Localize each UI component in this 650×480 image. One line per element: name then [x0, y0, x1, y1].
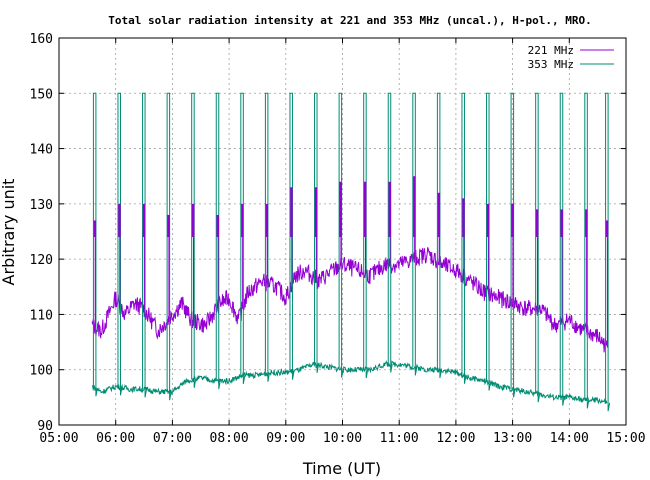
x-tick-label: 09:00 — [266, 431, 305, 446]
calibration-spike — [605, 92, 611, 412]
calibration-spike — [363, 92, 369, 379]
spike-353 — [461, 92, 467, 384]
spike-221-band — [388, 181, 391, 238]
calibration-spike — [559, 92, 565, 406]
calibration-spike — [142, 92, 148, 398]
spike-353 — [314, 92, 320, 373]
spike-353 — [289, 92, 295, 380]
legend-label-353: 353 MHz — [528, 58, 574, 71]
legend-label-221: 221 MHz — [528, 44, 574, 57]
y-tick-label: 150 — [30, 87, 53, 102]
chart-title: Total solar radiation intensity at 221 a… — [108, 14, 591, 27]
calibration-spike — [535, 92, 541, 403]
spike-221-band — [363, 181, 367, 238]
y-tick-label: 110 — [30, 308, 53, 323]
spike-221-band — [290, 187, 293, 238]
spike-353 — [92, 92, 98, 397]
tick-layer: 05:00 06:00 07:00 08:00 09:00 10:00 11:00 12:00… — [30, 32, 646, 446]
calibration-spike — [166, 92, 172, 401]
spike-221-band — [93, 220, 97, 238]
calibration-spike — [436, 92, 442, 379]
spike-221-band — [241, 203, 244, 238]
spike-221-band — [413, 176, 416, 238]
spike-221-band — [511, 203, 514, 238]
series-layer — [91, 92, 611, 412]
x-tick-label: 05:00 — [39, 431, 78, 446]
calibration-spike — [387, 92, 393, 373]
calibration-spike — [191, 92, 197, 388]
calibration-spike — [240, 92, 246, 384]
y-axis-label: Arbitrary unit — [0, 179, 18, 286]
spike-221-band — [605, 220, 609, 238]
x-tick-label: 14:00 — [550, 431, 589, 446]
x-tick-label: 10:00 — [323, 431, 362, 446]
y-tick-label: 140 — [30, 143, 53, 158]
spike-353 — [605, 92, 611, 412]
spike-221-band — [437, 192, 441, 238]
spike-353 — [142, 92, 148, 398]
x-tick-label: 08:00 — [210, 431, 249, 446]
spike-221-band — [585, 209, 588, 238]
calibration-spike — [264, 92, 270, 382]
x-tick-label: 07:00 — [153, 431, 192, 446]
spike-221-band — [142, 203, 146, 238]
spike-353 — [412, 92, 418, 376]
spike-221-band — [314, 187, 318, 238]
calibration-spike — [584, 92, 590, 409]
calibration-spike — [314, 92, 320, 373]
x-tick-label: 11:00 — [380, 431, 419, 446]
spike-353 — [486, 92, 492, 391]
spike-221-band — [216, 214, 219, 238]
y-tick-label: 120 — [30, 253, 53, 268]
spike-353 — [559, 92, 565, 406]
spike-221-band — [560, 209, 563, 238]
spike-221-band — [118, 203, 121, 238]
spike-221-band — [535, 209, 539, 238]
spike-353 — [240, 92, 246, 384]
x-tick-label: 06:00 — [96, 431, 135, 446]
calibration-spike — [461, 92, 467, 384]
series-line-221-mhz — [91, 247, 608, 353]
spike-221-band — [486, 203, 490, 238]
spike-353 — [510, 92, 516, 398]
calibration-spike — [338, 92, 344, 378]
x-tick-label: 13:00 — [493, 431, 532, 446]
legend: 221 MHz 353 MHz — [528, 44, 614, 71]
spike-353 — [387, 92, 393, 373]
y-tick-label: 100 — [30, 364, 53, 379]
spike-353 — [436, 92, 442, 379]
spike-353 — [191, 92, 197, 388]
calibration-spike — [412, 92, 418, 376]
spike-221-band — [462, 198, 465, 238]
calibration-spike — [92, 92, 98, 397]
calibration-spike — [486, 92, 492, 391]
x-tick-label: 15:00 — [606, 431, 645, 446]
spike-221-band — [339, 181, 342, 238]
y-tick-label: 90 — [37, 419, 53, 434]
calibration-spike — [289, 92, 295, 380]
calibration-spike — [510, 92, 516, 398]
spike-353 — [166, 92, 172, 401]
spike-221-band — [167, 214, 170, 238]
spike-353 — [584, 92, 590, 409]
x-axis-label: Time (UT) — [302, 459, 381, 478]
spike-221-band — [191, 203, 195, 238]
spike-353 — [535, 92, 541, 403]
spike-353 — [215, 92, 221, 390]
spike-353 — [264, 92, 270, 382]
spike-353 — [338, 92, 344, 378]
calibration-spike — [215, 92, 221, 390]
spike-353 — [363, 92, 369, 379]
series-line-353-mhz — [92, 360, 608, 405]
x-tick-label: 12:00 — [436, 431, 475, 446]
calibration-spike — [117, 92, 123, 396]
spike-353 — [117, 92, 123, 396]
y-tick-label: 130 — [30, 198, 53, 213]
spike-221-band — [265, 203, 269, 238]
y-tick-label: 160 — [30, 32, 53, 47]
